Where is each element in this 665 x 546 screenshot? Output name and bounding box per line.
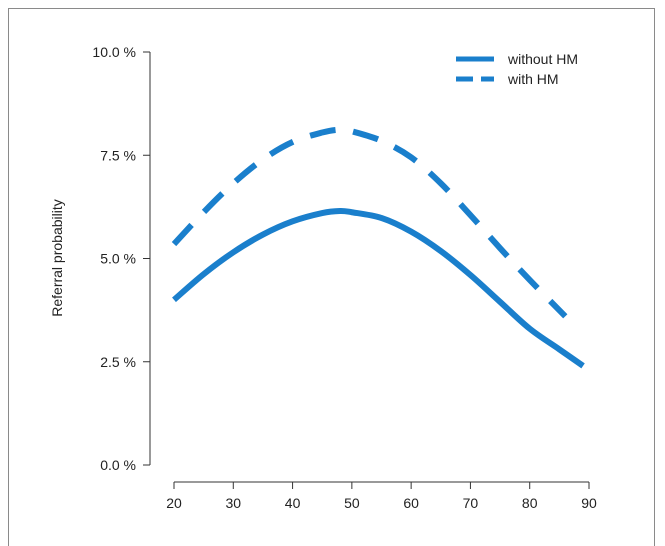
legend-label: with HM <box>507 71 559 87</box>
series-line-without-hm <box>172 207 585 369</box>
legend: without HM with HM <box>456 51 578 87</box>
y-axis: 0.0 % 2.5 % 5.0 % 7.5 % 10.0 % <box>92 44 151 473</box>
figure-frame <box>8 8 655 546</box>
x-tick-label: 90 <box>581 495 597 511</box>
x-axis: 20 30 40 50 60 70 80 90 <box>166 481 597 511</box>
series-line-with-hm <box>171 126 568 319</box>
y-tick-label: 7.5 % <box>100 147 136 163</box>
y-axis-title: Referral probability <box>49 199 65 317</box>
x-tick-label: 60 <box>403 495 419 511</box>
x-tick-label: 70 <box>463 495 479 511</box>
y-tick-label: 0.0 % <box>100 457 136 473</box>
x-tick-label: 40 <box>285 495 301 511</box>
y-tick-label: 10.0 % <box>92 44 136 60</box>
x-tick-label: 30 <box>225 495 241 511</box>
legend-label: without HM <box>507 51 578 67</box>
x-tick-label: 50 <box>344 495 360 511</box>
series-layer <box>171 126 585 369</box>
y-tick-label: 2.5 % <box>100 354 136 370</box>
x-tick-label: 80 <box>522 495 538 511</box>
y-tick-label: 5.0 % <box>100 251 136 267</box>
x-tick-label: 20 <box>166 495 182 511</box>
